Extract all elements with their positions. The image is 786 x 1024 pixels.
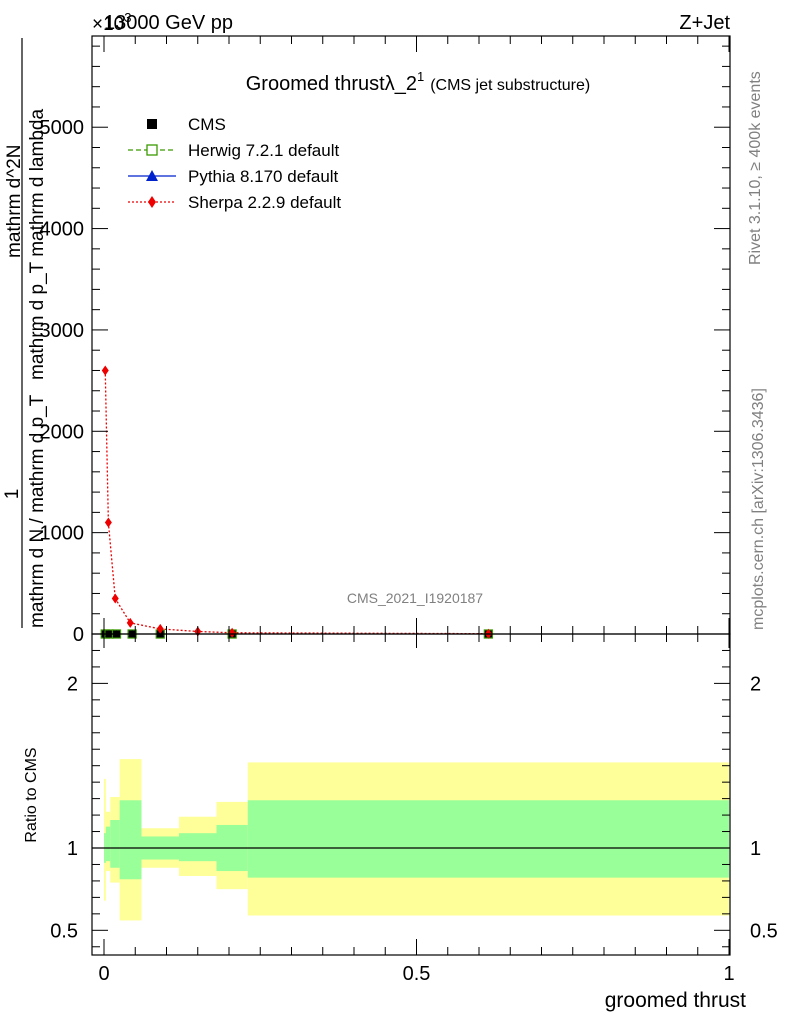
legend-marker-pythia bbox=[146, 170, 158, 181]
legend: CMS Herwig 7.2.1 default Pythia 8.170 defa… bbox=[128, 115, 341, 212]
legend-label-0: CMS bbox=[188, 115, 226, 134]
x-axis-label: groomed thrust bbox=[605, 989, 746, 1012]
axis-tick-labels: 0 0.5 1 0 1000 2000 3000 4000 5000 0.5 0.5 1 1 2 2 bbox=[40, 117, 778, 985]
ratio-y-tick-label-right-0: 0.5 bbox=[750, 920, 778, 942]
ratio-y-tick-label-right-2: 2 bbox=[750, 673, 761, 695]
ratio-band-inner-7 bbox=[247, 800, 729, 878]
rivet-version-label: Rivet 3.1.10, ≥ 400k events bbox=[747, 71, 764, 265]
main-y-tick-label-5: 5000 bbox=[40, 117, 85, 139]
legend-marker-herwig bbox=[146, 144, 158, 156]
legend-marker-cms bbox=[147, 119, 157, 129]
legend-marker-sherpa bbox=[148, 196, 156, 208]
process-label: Z+Jet bbox=[679, 12, 730, 34]
legend-label-3: Sherpa 2.2.9 default bbox=[188, 193, 341, 212]
plot-title: Groomed thrustλ_21(CMS jet substructure) bbox=[246, 69, 590, 95]
ratio-panel-frame bbox=[91, 633, 731, 956]
ratio-band-inner-2 bbox=[110, 820, 120, 868]
main-y-tick-label-3: 3000 bbox=[40, 320, 85, 342]
analysis-id: CMS_2021_I1920187 bbox=[347, 590, 483, 606]
ratio-band-inner-3 bbox=[119, 800, 142, 880]
ratio-y-tick-label-right-1: 1 bbox=[750, 838, 761, 860]
sherpa-point-6 bbox=[228, 627, 236, 638]
ratio-y-tick-label-2: 2 bbox=[67, 673, 78, 695]
sherpa-point-0 bbox=[101, 365, 109, 376]
energy-label: 13000 GeV pp bbox=[104, 12, 233, 34]
y-label-right-bottom: mathrm d p_T mathrm d lambda bbox=[27, 109, 48, 380]
sherpa-line bbox=[104, 370, 489, 635]
sherpa-point-2 bbox=[111, 593, 119, 604]
main-y-tick-label-1: 1000 bbox=[40, 523, 85, 545]
y-label-denominator: mathrm d N / mathrm d p_T bbox=[27, 394, 48, 628]
x-tick-label-1: 0.5 bbox=[403, 963, 431, 985]
exponent-label: ×103 bbox=[92, 10, 131, 35]
ratio-bands bbox=[104, 759, 729, 921]
sherpa-point-1 bbox=[104, 517, 112, 528]
sherpa-point-4 bbox=[156, 623, 164, 634]
y-label-right-top: mathrm d^2N bbox=[4, 145, 25, 258]
sherpa-point-3 bbox=[126, 617, 134, 628]
axis-ticks bbox=[92, 36, 730, 955]
mcplots-label: mcplots.cern.ch [arXiv:1306.3436] bbox=[750, 388, 767, 630]
ratio-band-inner-5 bbox=[179, 833, 217, 862]
ratio-y-label: Ratio to CMS bbox=[23, 747, 40, 842]
main-y-tick-label-2: 2000 bbox=[40, 421, 85, 443]
x-tick-label-0: 0 bbox=[98, 963, 109, 985]
legend-label-2: Pythia 8.170 default bbox=[188, 167, 339, 186]
ratio-y-tick-label-0: 0.5 bbox=[50, 920, 78, 942]
legend-label-1: Herwig 7.2.1 default bbox=[188, 141, 339, 160]
ratio-y-tick-label-1: 1 bbox=[67, 838, 78, 860]
main-y-tick-label-0: 0 bbox=[73, 624, 84, 646]
y-label-numerator: 1 bbox=[2, 489, 23, 500]
x-tick-label-2: 1 bbox=[723, 963, 734, 985]
ratio-band-inner-1 bbox=[105, 826, 111, 862]
main-y-tick-label-4: 4000 bbox=[40, 219, 85, 241]
